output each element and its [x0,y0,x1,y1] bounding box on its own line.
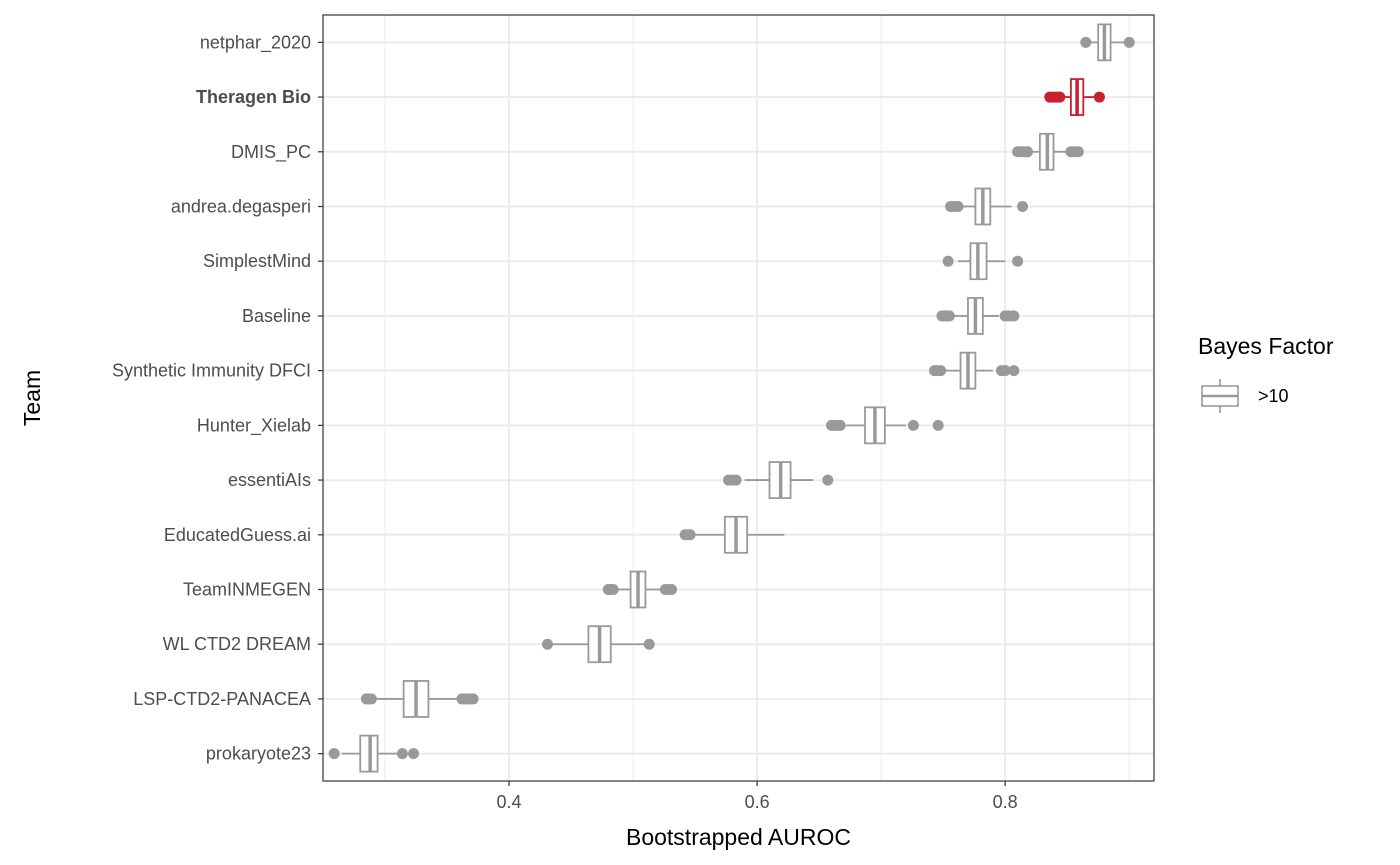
x-tick-label: 0.6 [745,792,770,812]
grid-layer [323,15,1154,781]
outlier-point [943,310,955,322]
y-tick-label: prokaryote23 [206,744,311,764]
outlier-point [932,419,944,431]
outlier-point [1012,255,1024,267]
box-wl-ctd2-dream [541,625,655,664]
box-hunter-xielab [826,406,944,445]
outlier-point [834,419,846,431]
outlier-point [1123,36,1135,48]
outlier-point [822,474,834,486]
box-synthetic-immunity-dfci [928,351,1020,390]
outlier-point [1008,310,1020,322]
x-axis-title: Bootstrapped AUROC [626,824,851,850]
panel-border [322,14,1155,782]
boxes-layer [328,23,1135,773]
outlier-point [1008,365,1020,377]
outlier-point [1054,91,1066,103]
outlier-point [684,529,696,541]
y-tick-label: Baseline [242,306,311,326]
y-tick-label: DMIS_PC [231,142,311,163]
x-tick-label: 0.4 [497,792,522,812]
outlier-point [935,365,947,377]
outlier-point [328,748,340,760]
box-simplestmind [942,242,1024,281]
y-tick-label: TeamINMEGEN [183,580,311,600]
legend: Bayes Factor >10 [1198,333,1334,414]
outlier-point [952,201,964,212]
y-tick-label: WL CTD2 DREAM [163,634,311,654]
outlier-point [907,419,919,431]
y-tick-label: Synthetic Immunity DFCI [112,361,311,381]
outlier-point [1021,146,1033,158]
x-tick-labels: 0.4 0.6 0.8 [497,781,1018,812]
outlier-point [408,748,420,760]
box-baseline [936,297,1020,335]
legend-title: Bayes Factor [1198,333,1334,359]
outlier-point [1072,146,1084,158]
outlier-point [666,584,678,595]
y-tick-label: Theragen Bio [196,87,311,107]
box-essentiais [723,461,834,499]
y-tick-label: LSP-CTD2-PANACEA [133,689,311,709]
box-lsp-ctd2-panacea [360,680,479,718]
y-axis-title: Team [19,370,45,426]
outlier-point [643,638,655,650]
y-tick-label: netphar_2020 [200,32,311,53]
legend-key-box-icon [1198,378,1242,414]
outlier-point [607,584,619,595]
outlier-point [999,365,1011,377]
y-tick-label: andrea.degasperi [171,197,311,217]
y-tick-labels: netphar_2020 Theragen Bio DMIS_PC andrea.de… [112,32,323,764]
legend-entry-label: >10 [1258,386,1289,406]
y-tick-label: EducatedGuess.ai [164,525,311,545]
box-prokaryote23 [328,734,420,773]
x-tick-label: 0.8 [993,792,1018,812]
outlier-point [942,255,954,267]
box-theragen-bio [1044,78,1105,116]
box-dmis-pc [1012,132,1084,171]
outlier-point [1093,91,1105,103]
box-educatedguess-ai [679,515,785,554]
y-tick-label: SimplestMind [203,251,311,271]
outlier-point [541,638,553,650]
y-tick-label: essentiAIs [228,470,311,490]
outlier-point [1017,201,1029,212]
outlier-point [730,474,742,486]
box-netphar-2020 [1080,23,1135,62]
outlier-point [1080,36,1092,48]
y-tick-label: Hunter_Xielab [197,415,311,436]
outlier-point [467,693,479,705]
box-andrea-degasperi [945,187,1029,226]
outlier-point [396,748,408,760]
box-teaminmegen [602,570,678,609]
outlier-point [365,693,377,705]
